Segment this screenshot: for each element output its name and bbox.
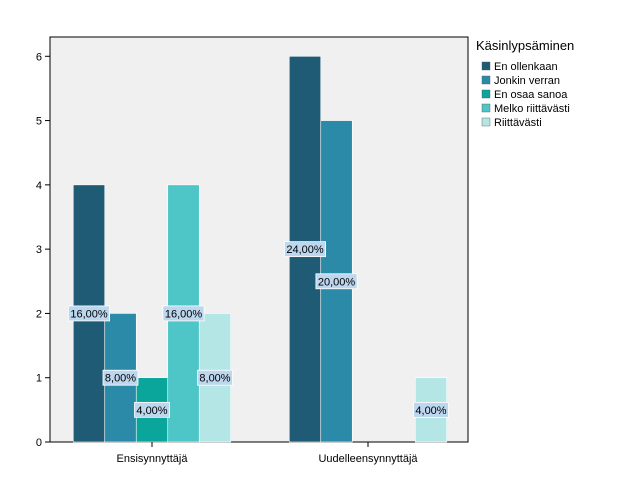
data-label-box — [413, 401, 449, 418]
legend-label: En ollenkaan — [494, 61, 558, 73]
data-label: 20,00% — [318, 276, 356, 288]
data-label: 4,00% — [415, 405, 446, 417]
legend-swatch — [481, 103, 491, 113]
data-label-box — [134, 401, 170, 418]
data-labels: 16,00% 8,00% 4,00% 16,00% 8,00% 24,00% 20,00% 4… — [68, 241, 449, 418]
data-label: 16,00% — [70, 308, 108, 320]
x-tick-label: Uudelleensynnyttäjä — [318, 453, 418, 465]
legend-swatch — [481, 75, 491, 85]
legend-label: En osaa sanoa — [494, 89, 568, 101]
y-tick-label: 3 — [36, 244, 42, 256]
y-tick-label: 4 — [36, 180, 42, 192]
data-label: 8,00% — [105, 373, 136, 385]
y-tick-label: 6 — [36, 51, 42, 63]
legend-swatch — [481, 89, 491, 99]
legend-swatch — [481, 117, 491, 127]
y-tick-label: 1 — [36, 373, 42, 385]
data-label-box — [102, 369, 139, 386]
data-label: 8,00% — [199, 373, 230, 385]
legend-label: Melko riittävästi — [494, 103, 570, 115]
x-tick-label: Ensisynnyttäjä — [117, 453, 189, 465]
y-axis: 0 1 2 3 4 5 6 — [36, 51, 50, 449]
data-label: 4,00% — [136, 405, 167, 417]
y-tick-label: 0 — [36, 437, 42, 449]
data-label: 16,00% — [165, 308, 203, 320]
data-label-box — [68, 305, 111, 322]
legend-title: Käsinlypsäminen — [476, 38, 574, 53]
x-axis: Ensisynnyttäjä Uudelleensynnyttäjä — [117, 442, 418, 465]
data-label-box — [283, 241, 326, 258]
data-label-box — [315, 273, 358, 290]
data-label-box — [162, 305, 205, 322]
legend-label: Jonkin verran — [494, 75, 560, 87]
legend-swatch — [481, 61, 491, 71]
y-tick-label: 5 — [36, 116, 42, 128]
data-label-box — [197, 369, 233, 386]
legend: Käsinlypsäminen En ollenkaan Jonkin verra… — [476, 38, 574, 129]
data-label: 24,00% — [286, 244, 324, 256]
legend-label: Riittävästi — [494, 117, 542, 129]
y-tick-label: 2 — [36, 308, 42, 320]
